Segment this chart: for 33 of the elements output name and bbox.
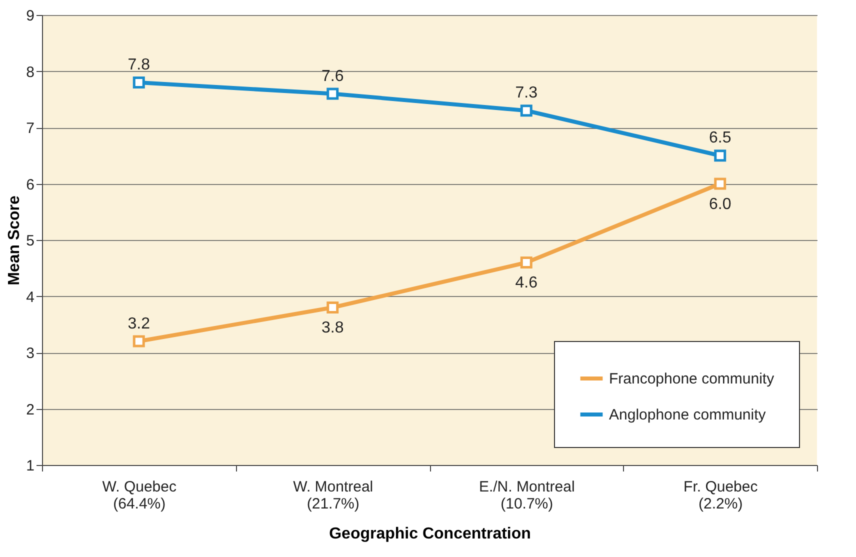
data-label: 6.5 [709,130,732,147]
data-label: 6.0 [709,196,732,213]
point [326,88,339,100]
point [714,150,726,162]
y-tick-label: 8 [26,64,34,81]
y-tick-label: 3 [26,345,34,362]
y-tick-label: 7 [26,120,34,137]
y-tick-label: 1 [26,458,34,474]
y-tick-label: 6 [26,176,34,194]
point [132,76,145,88]
data-label: 4.6 [515,274,538,292]
x-tick-label: E./N. Montreal (10.7%) [478,478,575,512]
data-label: 7.3 [515,84,538,102]
x-tick-label: W. Quebec (64.4%) [102,478,177,512]
data-label: 7.6 [322,68,344,85]
y-tick-label: 9 [26,8,34,24]
y-tick-label: 2 [26,401,34,418]
x-tick-label: W. Montreal (21.7%) [293,478,374,512]
point [714,178,726,190]
point [326,302,339,314]
data-label: 3.2 [128,315,150,332]
data-label: 3.8 [322,320,344,336]
y-tick-label: 5 [26,232,34,250]
x-axis-title: Geographic Concentration [329,526,531,542]
y-tick-label: 4 [26,288,34,306]
point [132,335,145,348]
x-tick-label: Fr. Quebec (2.2%) [684,478,758,512]
legend-label: Anglophone community [609,406,766,424]
legend-label: Francophone community [609,370,775,388]
data-label: 7.8 [128,56,150,74]
point [520,104,532,117]
y-axis-title: Mean Score [6,195,24,286]
point [520,256,532,268]
